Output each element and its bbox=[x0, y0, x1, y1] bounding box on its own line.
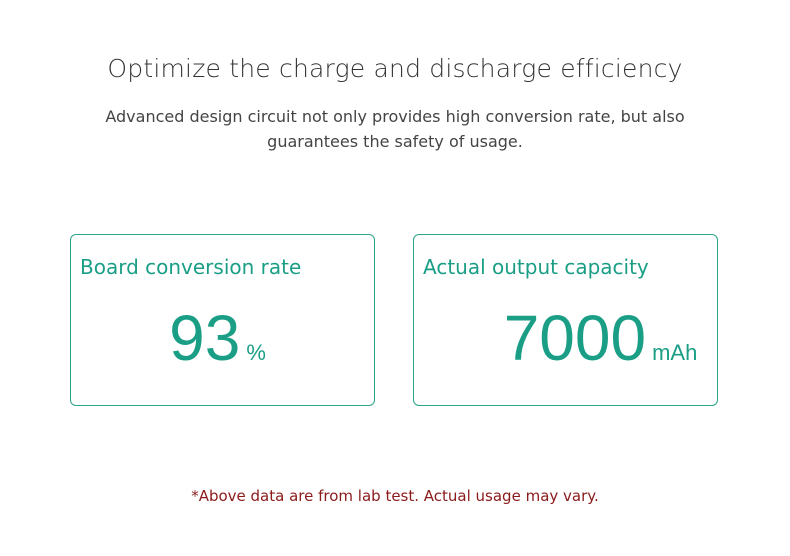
subtitle-line: Advanced design circuit not only provide… bbox=[105, 107, 685, 126]
footnote: *Above data are from lab test. Actual us… bbox=[191, 487, 599, 505]
stat-card: Board conversion rate 93% bbox=[70, 234, 375, 406]
card-unit: mAh bbox=[652, 340, 698, 365]
card-label: Actual output capacity bbox=[423, 255, 649, 279]
stat-card: Actual output capacity 7000 mAh bbox=[413, 234, 718, 406]
subtitle-line: guarantees the safety of usage. bbox=[267, 132, 523, 151]
card-value: 93 bbox=[169, 302, 241, 374]
card-label: Board conversion rate bbox=[80, 255, 302, 279]
card-value-row: 93% bbox=[71, 301, 374, 375]
card-value: 7000 bbox=[503, 302, 647, 374]
card-unit: % bbox=[246, 340, 266, 365]
card-value-row: 7000 mAh bbox=[414, 301, 717, 375]
title: Optimize the charge and discharge effici… bbox=[107, 54, 683, 83]
